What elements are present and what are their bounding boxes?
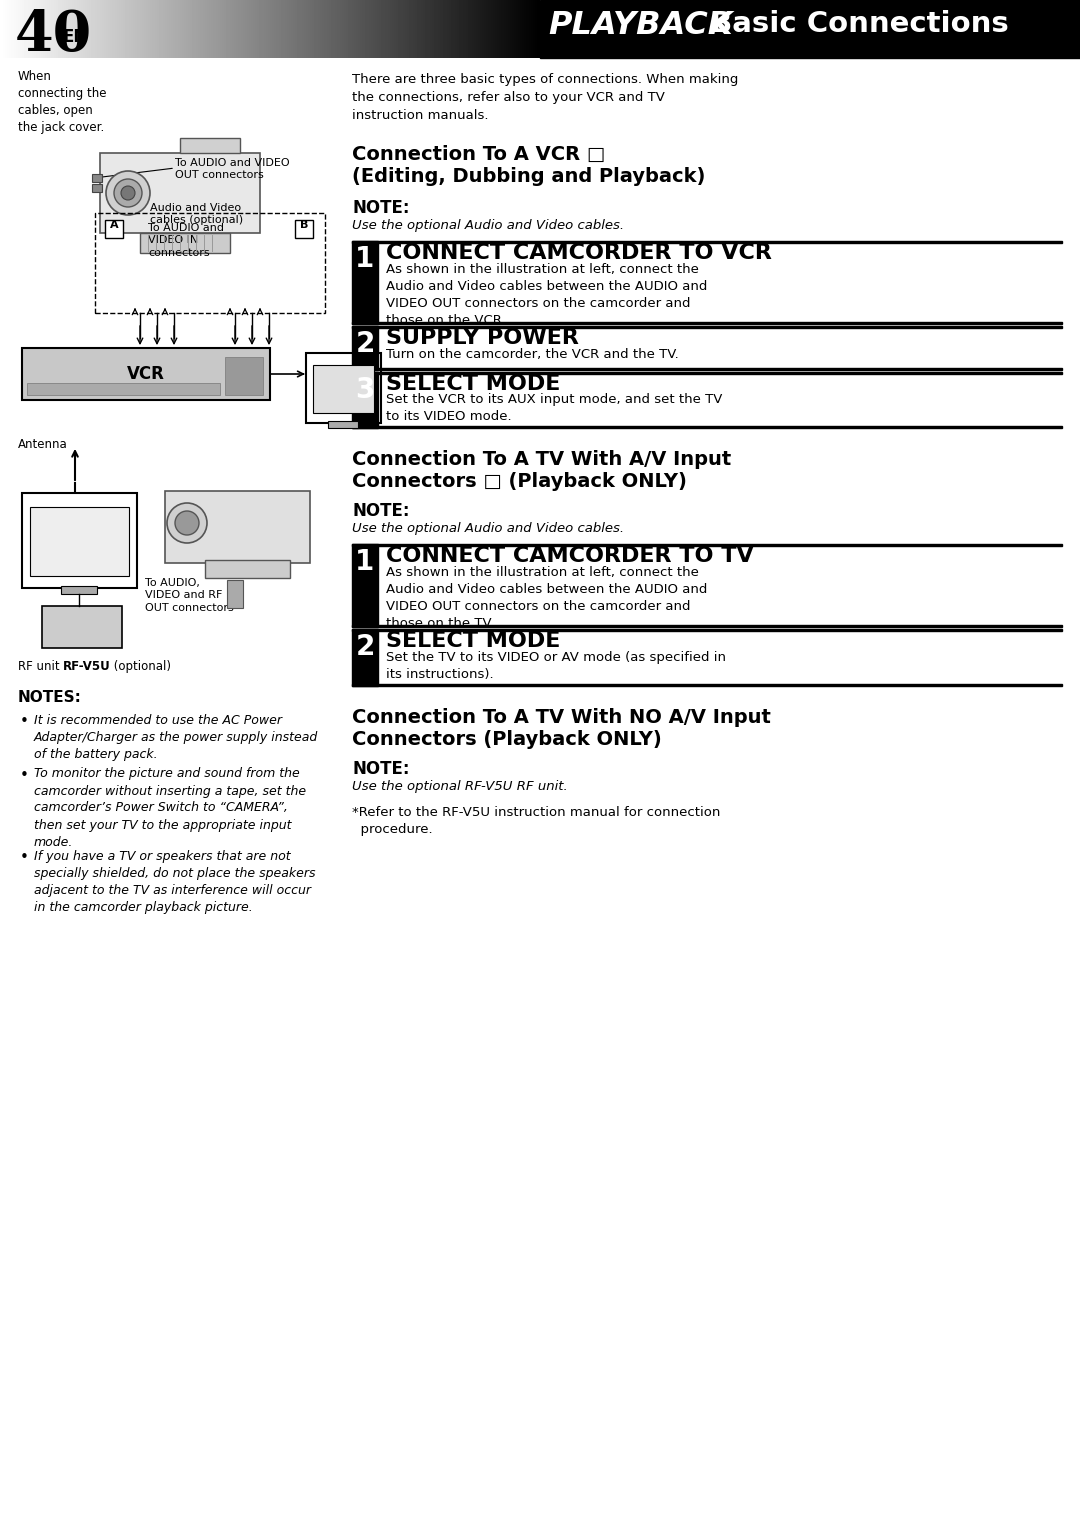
Text: To monitor the picture and sound from the
camcorder without inserting a tape, se: To monitor the picture and sound from th… xyxy=(33,768,306,848)
Text: Connectors □ (Playback ONLY): Connectors □ (Playback ONLY) xyxy=(352,472,687,491)
Text: EN: EN xyxy=(63,28,89,46)
Text: B: B xyxy=(300,221,308,230)
Bar xyxy=(205,560,291,578)
Text: Turn on the camcorder, the VCR and the TV.: Turn on the camcorder, the VCR and the T… xyxy=(386,348,678,362)
Bar xyxy=(540,0,1080,58)
Text: When
connecting the
cables, open
the jack cover.: When connecting the cables, open the jac… xyxy=(18,71,107,133)
Text: It is recommended to use the AC Power
Adapter/Charger as the power supply instea: It is recommended to use the AC Power Ad… xyxy=(33,714,319,760)
Text: RF unit: RF unit xyxy=(18,661,64,673)
Text: SELECT MODE: SELECT MODE xyxy=(386,632,561,652)
Text: SELECT MODE: SELECT MODE xyxy=(386,374,561,394)
Text: Audio and Video
cables (optional): Audio and Video cables (optional) xyxy=(150,202,243,225)
Bar xyxy=(140,233,230,253)
Circle shape xyxy=(106,172,150,215)
Bar xyxy=(95,213,325,313)
Circle shape xyxy=(175,510,199,535)
Text: RF-V5U: RF-V5U xyxy=(63,661,111,673)
Text: There are three basic types of connections. When making
the connections, refer a: There are three basic types of connectio… xyxy=(352,74,739,123)
Text: 2: 2 xyxy=(355,633,375,661)
Text: Set the VCR to its AUX input mode, and set the TV
to its VIDEO mode.: Set the VCR to its AUX input mode, and s… xyxy=(386,394,723,423)
Text: To AUDIO and VIDEO
OUT connectors: To AUDIO and VIDEO OUT connectors xyxy=(175,158,289,181)
Text: VCR: VCR xyxy=(127,365,165,383)
Text: To AUDIO,
VIDEO and RF DC
OUT connectors: To AUDIO, VIDEO and RF DC OUT connectors xyxy=(145,578,242,613)
Bar xyxy=(352,544,1062,546)
Text: •: • xyxy=(21,768,29,782)
Text: CONNECT CAMCORDER TO VCR: CONNECT CAMCORDER TO VCR xyxy=(386,244,772,264)
Bar xyxy=(313,365,374,412)
Text: CONNECT CAMCORDER TO TV: CONNECT CAMCORDER TO TV xyxy=(386,546,754,566)
Bar xyxy=(227,579,243,609)
Bar xyxy=(352,426,1062,428)
Bar xyxy=(295,221,313,238)
Bar xyxy=(352,625,1062,627)
Text: To AUDIO and
VIDEO IN
connectors: To AUDIO and VIDEO IN connectors xyxy=(148,222,224,258)
Text: 40: 40 xyxy=(15,8,92,63)
Bar xyxy=(100,153,260,233)
Bar xyxy=(352,630,378,685)
Text: (Editing, Dubbing and Playback): (Editing, Dubbing and Playback) xyxy=(352,167,705,185)
Bar xyxy=(92,184,102,192)
Bar xyxy=(225,357,264,396)
Circle shape xyxy=(121,185,135,199)
Bar xyxy=(352,371,378,428)
Text: •: • xyxy=(21,849,29,865)
Text: 1: 1 xyxy=(355,245,375,273)
Text: NOTE:: NOTE: xyxy=(352,199,409,218)
Text: NOTE:: NOTE: xyxy=(352,760,409,777)
Bar xyxy=(306,353,381,423)
Text: *Refer to the RF-V5U instruction manual for connection
  procedure.: *Refer to the RF-V5U instruction manual … xyxy=(352,806,720,835)
Text: As shown in the illustration at left, connect the
Audio and Video cables between: As shown in the illustration at left, co… xyxy=(386,566,707,630)
Bar xyxy=(352,327,1062,328)
Text: Basic Connections: Basic Connections xyxy=(700,11,1009,38)
Bar xyxy=(352,371,1062,374)
Bar xyxy=(352,684,1062,685)
Text: Connection To A TV With A/V Input: Connection To A TV With A/V Input xyxy=(352,451,731,469)
Text: SUPPLY POWER: SUPPLY POWER xyxy=(386,328,579,348)
Bar xyxy=(22,348,270,400)
Bar xyxy=(27,383,220,396)
Text: NOTES:: NOTES: xyxy=(18,690,82,705)
Text: Use the optional Audio and Video cables.: Use the optional Audio and Video cables. xyxy=(352,523,624,535)
Bar xyxy=(22,494,137,589)
Bar xyxy=(30,507,129,576)
Text: 2: 2 xyxy=(355,330,375,359)
Text: A: A xyxy=(110,221,119,230)
Text: Connection To A TV With NO A/V Input: Connection To A TV With NO A/V Input xyxy=(352,708,771,727)
Text: Use the optional RF-V5U RF unit.: Use the optional RF-V5U RF unit. xyxy=(352,780,568,793)
Text: Connectors (Playback ONLY): Connectors (Playback ONLY) xyxy=(352,730,662,750)
Text: 3: 3 xyxy=(355,376,375,403)
Bar xyxy=(180,138,240,153)
Bar xyxy=(328,422,357,428)
Text: If you have a TV or speakers that are not
specially shielded, do not place the s: If you have a TV or speakers that are no… xyxy=(33,849,315,914)
Text: Antenna: Antenna xyxy=(18,438,68,451)
Text: (optional): (optional) xyxy=(110,661,171,673)
Bar xyxy=(352,241,378,323)
Bar xyxy=(42,606,122,648)
Bar xyxy=(165,491,310,563)
Text: •: • xyxy=(21,714,29,730)
Bar xyxy=(60,586,97,593)
Bar xyxy=(105,221,123,238)
Text: Use the optional Audio and Video cables.: Use the optional Audio and Video cables. xyxy=(352,219,624,231)
Bar xyxy=(352,544,378,627)
Text: 1: 1 xyxy=(355,549,375,576)
Text: Connection To A VCR □: Connection To A VCR □ xyxy=(352,146,605,164)
Bar xyxy=(352,368,1062,369)
Bar xyxy=(352,322,1062,323)
Circle shape xyxy=(114,179,141,207)
Circle shape xyxy=(167,503,207,543)
Bar xyxy=(352,630,1062,632)
Bar xyxy=(352,241,1062,244)
Text: PLAYBACK: PLAYBACK xyxy=(548,11,732,41)
Text: As shown in the illustration at left, connect the
Audio and Video cables between: As shown in the illustration at left, co… xyxy=(386,264,707,327)
Bar xyxy=(92,175,102,182)
Text: NOTE:: NOTE: xyxy=(352,503,409,520)
Bar xyxy=(352,327,378,369)
Text: Set the TV to its VIDEO or AV mode (as specified in
its instructions).: Set the TV to its VIDEO or AV mode (as s… xyxy=(386,652,726,681)
